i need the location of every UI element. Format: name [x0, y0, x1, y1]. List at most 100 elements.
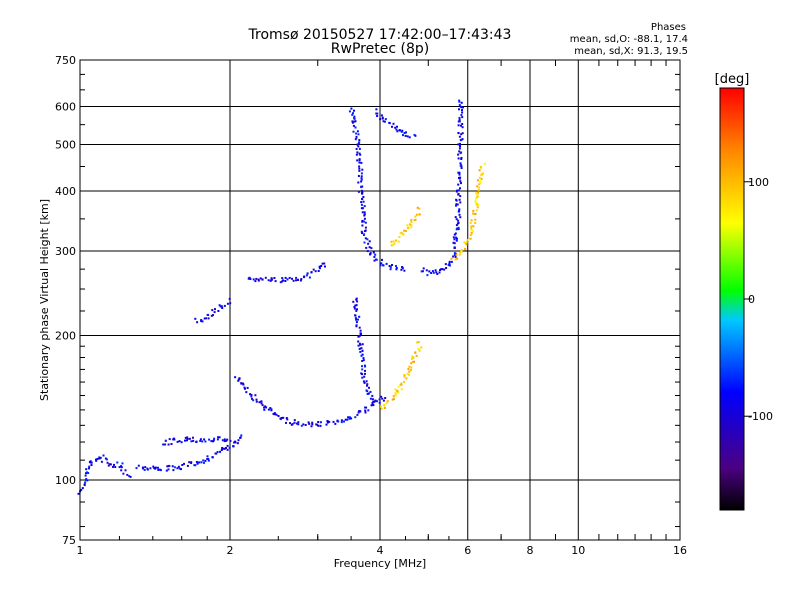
echo-point	[417, 341, 420, 343]
echo-point	[396, 130, 399, 133]
echo-point	[470, 225, 473, 227]
echo-point	[360, 347, 363, 350]
echo-point	[366, 393, 369, 395]
echo-point	[239, 436, 242, 439]
echo-point	[199, 438, 202, 441]
echo-point	[410, 218, 413, 221]
echo-point	[180, 468, 182, 471]
echo-point	[365, 246, 368, 249]
echo-point	[474, 212, 477, 215]
echo-point	[237, 379, 240, 382]
echo-point	[80, 488, 83, 491]
echo-point	[361, 353, 364, 356]
echo-point	[385, 262, 388, 265]
echo-point	[383, 120, 386, 123]
echo-point	[378, 398, 381, 401]
echo-point	[474, 218, 477, 221]
echo-point	[398, 236, 401, 238]
echo-point	[334, 422, 337, 425]
echo-point	[356, 143, 359, 146]
echo-point	[404, 134, 407, 137]
echo-point	[363, 205, 366, 208]
echo-point	[354, 416, 357, 419]
echo-point	[86, 479, 89, 482]
echo-point	[408, 370, 411, 373]
echo-point	[366, 383, 369, 386]
echo-point	[460, 158, 463, 160]
echo-point	[263, 408, 266, 411]
echo-point	[350, 417, 353, 420]
echo-point	[474, 200, 477, 203]
echo-point	[364, 229, 367, 232]
echo-point	[354, 126, 357, 129]
echo-point	[295, 279, 297, 282]
echo-point	[477, 189, 480, 192]
echo-point	[407, 368, 410, 370]
echo-point	[255, 398, 258, 401]
echo-point	[357, 335, 360, 338]
echo-point	[360, 230, 363, 233]
echo-point	[211, 456, 214, 459]
echo-point	[382, 264, 385, 267]
echo-point	[270, 277, 273, 280]
echo-point	[372, 400, 375, 403]
echo-point	[460, 106, 463, 109]
echo-point	[192, 439, 195, 442]
echo-point	[457, 183, 460, 186]
echo-point	[281, 277, 284, 280]
echo-point	[166, 465, 169, 468]
echo-point	[204, 459, 207, 462]
echo-point	[358, 141, 361, 144]
echo-point	[383, 407, 386, 409]
phase-stats: Phases mean, sd,O: -88.1, 17.4 mean, sd,…	[570, 22, 688, 58]
echo-point	[373, 259, 376, 262]
echo-point	[475, 197, 478, 200]
echo-point	[311, 421, 314, 424]
x-tick-label: 6	[464, 544, 471, 557]
echo-point	[414, 218, 417, 221]
echo-point	[168, 438, 171, 441]
echo-point	[157, 466, 159, 469]
echo-point	[340, 421, 343, 424]
echo-point	[223, 438, 226, 441]
echo-point	[359, 153, 362, 156]
echo-point	[290, 423, 293, 426]
echo-point	[463, 241, 466, 244]
echo-point	[358, 147, 361, 150]
echo-point	[267, 279, 270, 282]
echo-point	[186, 438, 189, 440]
echo-point	[458, 173, 461, 176]
echo-point	[201, 440, 204, 443]
echo-point	[318, 267, 321, 270]
echo-point	[300, 424, 303, 427]
echo-point	[265, 406, 268, 409]
echo-point	[201, 320, 204, 323]
echo-point	[403, 381, 405, 383]
echo-point	[357, 133, 360, 136]
echo-point	[454, 255, 457, 258]
echo-point	[460, 133, 463, 136]
x-tick-label: 10	[571, 544, 585, 557]
echo-point	[459, 144, 461, 147]
echo-point	[403, 374, 406, 376]
y-tick-label: 400	[55, 185, 76, 198]
echo-point	[397, 390, 400, 393]
echo-point	[410, 224, 413, 227]
echo-point	[414, 134, 417, 137]
echo-point	[458, 253, 461, 256]
echo-point	[285, 421, 287, 424]
echo-point	[353, 307, 356, 310]
echo-point	[403, 132, 406, 134]
echo-point	[106, 461, 109, 464]
echo-point	[457, 226, 460, 229]
echo-point	[190, 461, 193, 464]
echo-point	[410, 366, 413, 369]
echo-point	[474, 222, 477, 224]
echo-point	[164, 439, 167, 442]
echo-point	[291, 277, 293, 280]
echo-point	[126, 473, 129, 476]
echo-point	[114, 466, 117, 468]
echo-point	[453, 238, 456, 241]
echo-point	[292, 279, 295, 282]
